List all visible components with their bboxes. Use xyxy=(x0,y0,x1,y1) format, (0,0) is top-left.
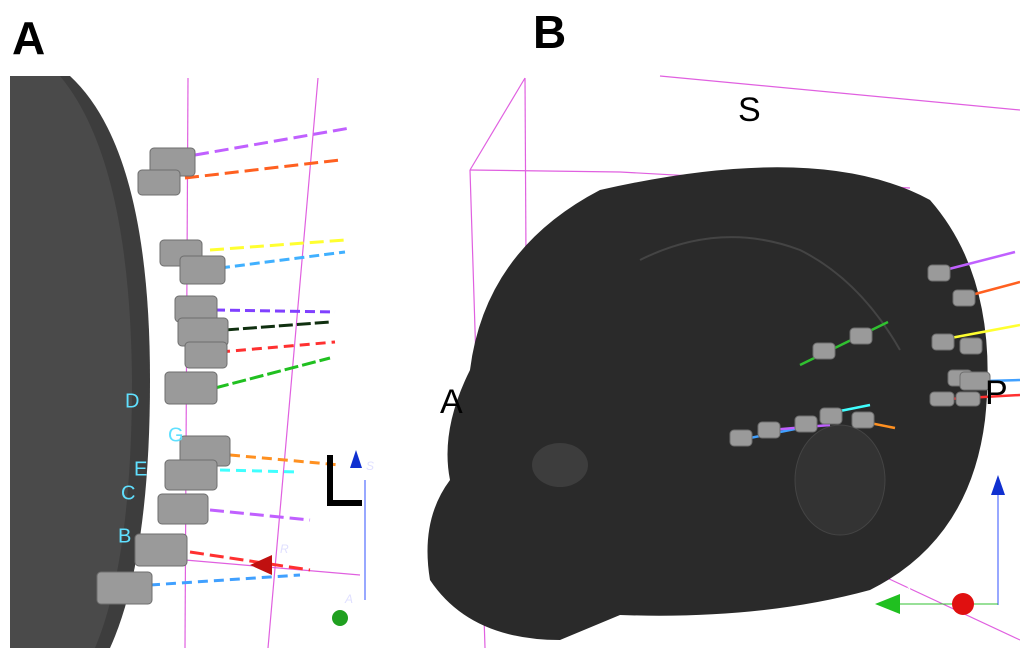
electrode-label: G xyxy=(168,424,184,446)
axis-label: A xyxy=(903,584,912,598)
axis-label: R xyxy=(972,585,981,599)
orientation-label: S xyxy=(738,91,761,129)
axis-label: A xyxy=(344,592,353,606)
axis-label: R xyxy=(280,542,289,556)
panel-label: A xyxy=(12,12,45,64)
electrode-label: E xyxy=(134,458,147,480)
orientation-label: P xyxy=(985,374,1008,412)
figure: ABGECBDSRASAPSAR xyxy=(0,0,1020,648)
axis-label: S xyxy=(1006,474,1014,488)
panel-label: B xyxy=(533,6,566,58)
electrode-label: B xyxy=(118,525,131,547)
orientation-label: A xyxy=(440,383,463,421)
electrode-label: D xyxy=(125,390,139,412)
axis-label: S xyxy=(366,459,374,473)
electrode-label: C xyxy=(121,482,135,504)
